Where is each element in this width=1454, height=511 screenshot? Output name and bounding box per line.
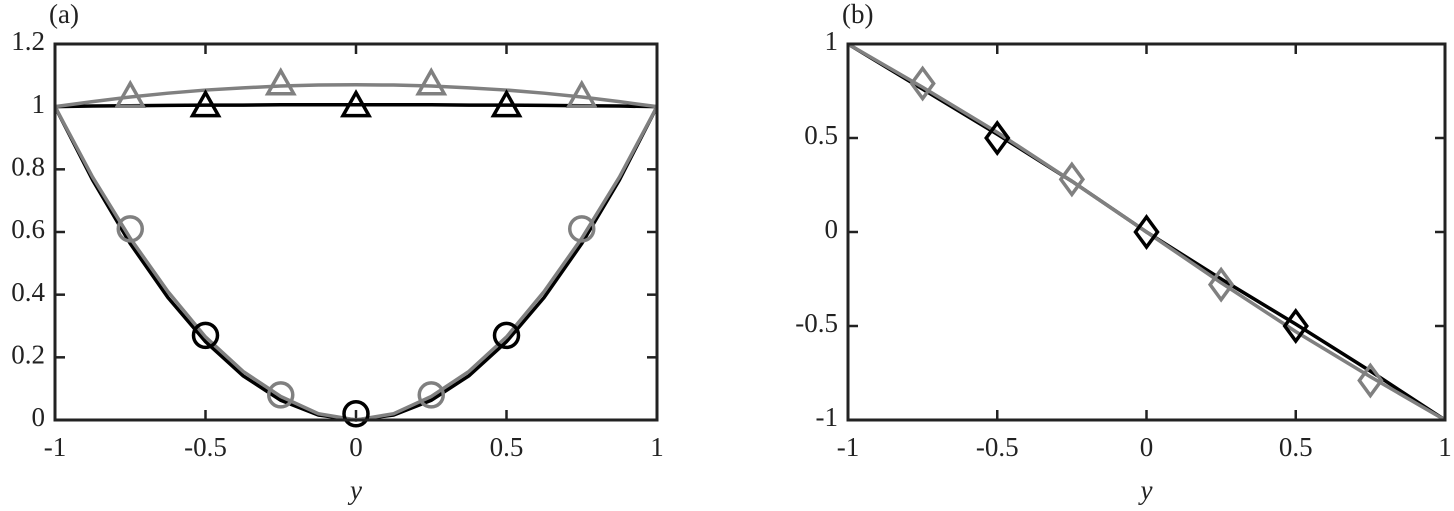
panel-label: (b) (842, 0, 873, 29)
x-tick-label: -0.5 (184, 432, 227, 462)
x-tick-label: 1 (650, 432, 664, 462)
axes-frame (53, 42, 659, 422)
marker (264, 67, 297, 96)
x-tick-label: 0 (349, 432, 363, 462)
marker (340, 89, 372, 118)
x-axis-label: y (1138, 475, 1153, 505)
y-tick-label: 1 (825, 26, 839, 56)
x-tick-label: -1 (44, 432, 67, 462)
series-line (54, 82, 658, 109)
marker (568, 215, 596, 243)
y-tick-label: 0 (825, 214, 839, 244)
x-tick-label: 1 (1438, 432, 1452, 462)
y-tick-label: 0 (32, 402, 46, 432)
marker (114, 79, 147, 109)
marker (909, 65, 936, 102)
marker (1357, 362, 1384, 399)
y-tick-label: 1.2 (11, 26, 45, 56)
marker (1282, 308, 1309, 344)
x-tick-label: -0.5 (976, 432, 1019, 462)
y-tick-label: 0.4 (11, 277, 45, 307)
x-tick-label: 0 (1140, 432, 1154, 462)
marker (417, 381, 445, 409)
y-tick-label: 1 (32, 89, 46, 119)
y-tick-label: 0.6 (11, 214, 45, 244)
marker (490, 89, 523, 118)
series-line (54, 103, 658, 109)
y-tick-label: 0.8 (11, 152, 45, 182)
marker (415, 67, 448, 96)
marker (984, 120, 1011, 156)
marker (1207, 266, 1235, 303)
y-tick-label: -1 (816, 402, 839, 432)
marker (565, 79, 598, 109)
marker (116, 215, 144, 243)
plot-area (55, 44, 657, 420)
x-axis-label: y (347, 475, 362, 505)
y-tick-label: 0.5 (804, 120, 838, 150)
panel-label: (a) (49, 0, 79, 29)
axes-frame (846, 42, 1447, 422)
x-tick-label: 0.5 (1279, 432, 1313, 462)
marker (189, 89, 222, 118)
marker (1058, 161, 1086, 198)
x-tick-label: 0.5 (490, 432, 524, 462)
marker (191, 321, 220, 350)
series-line (847, 42, 1446, 422)
y-tick-label: -0.5 (795, 308, 838, 338)
y-tick-label: 0.2 (11, 340, 45, 370)
x-tick-label: -1 (837, 432, 860, 462)
marker (267, 381, 295, 409)
marker (1133, 214, 1160, 250)
marker (342, 399, 370, 428)
marker (492, 321, 521, 350)
